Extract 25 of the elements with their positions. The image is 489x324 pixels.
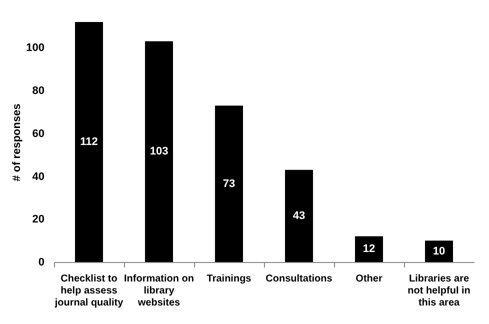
data-label: 43 (292, 210, 306, 222)
x-tick-label: Libraries are not helpful in this area (408, 274, 470, 308)
y-axis-title: # of responses (11, 104, 24, 182)
y-tick-label: 0 (38, 256, 44, 268)
data-label: 10 (432, 245, 446, 258)
x-tick-label: Information on library websites (124, 274, 194, 308)
x-tick-label: Other (356, 274, 382, 284)
y-tick-label: 100 (26, 42, 44, 54)
y-tick-label: 40 (32, 170, 44, 183)
bar (75, 22, 103, 262)
data-label: 103 (150, 146, 168, 158)
bar (215, 106, 243, 262)
data-label: 73 (222, 178, 236, 190)
y-tick-label: 20 (32, 214, 44, 226)
y-tick-label: 60 (32, 128, 44, 140)
bar (285, 170, 313, 262)
x-tick-label: Trainings (206, 274, 252, 284)
x-tick-label: Consultations (266, 274, 333, 284)
bar (145, 41, 173, 262)
data-label: 112 (80, 136, 98, 148)
x-tick-label: Checklist to help assess journal quality (54, 274, 124, 308)
bar (355, 236, 383, 262)
y-tick-label: 80 (32, 85, 44, 98)
bar (425, 240, 453, 262)
data-label: 12 (362, 243, 376, 256)
